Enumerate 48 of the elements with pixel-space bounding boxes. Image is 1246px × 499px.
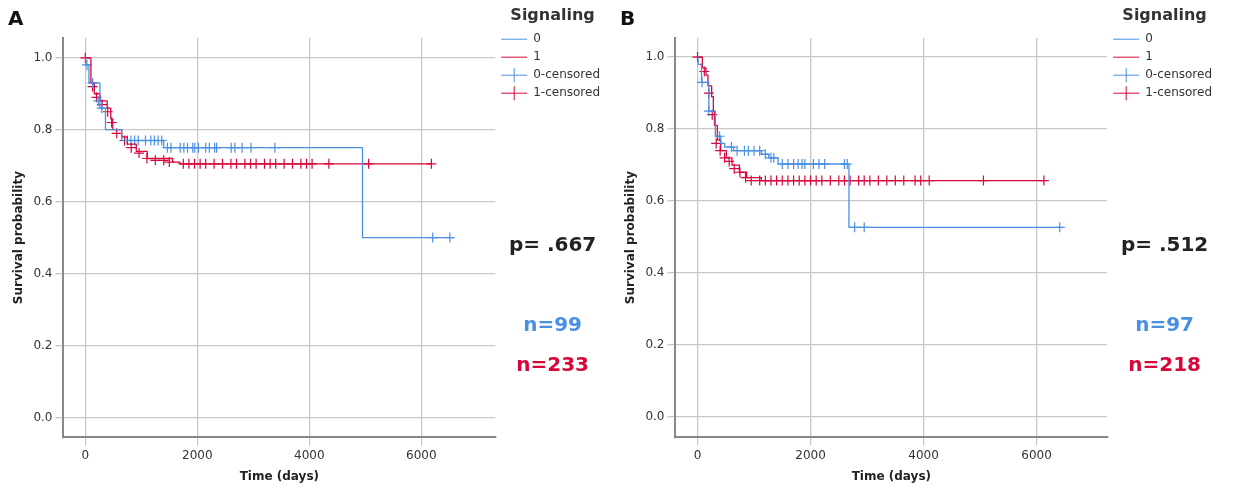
legend-title: Signaling — [1122, 5, 1207, 25]
text: n=97 — [1135, 311, 1195, 336]
x-tick-label: 4000 — [294, 447, 325, 462]
chart-title: A — [8, 6, 24, 31]
y-tick-label: 0.0 — [645, 409, 665, 424]
text: p= .667 — [508, 231, 597, 256]
x-tick-label: 6000 — [1021, 447, 1052, 462]
x-tick-label: 6000 — [406, 447, 437, 462]
legend-label: 1 — [533, 49, 541, 64]
chart-title: B — [620, 6, 636, 31]
point — [163, 156, 175, 168]
y-tick-label: 0.2 — [645, 337, 665, 352]
point — [706, 109, 718, 121]
y-axis-title: Survival probability — [11, 170, 26, 305]
y-tick-label: 0.6 — [33, 193, 53, 208]
legend-label: 0-censored — [1145, 67, 1213, 82]
x-tick-label: 4000 — [908, 447, 939, 462]
x-tick-label: 2000 — [182, 447, 213, 462]
legend-label: 0 — [533, 31, 541, 46]
y-tick-label: 0.4 — [33, 265, 53, 280]
x-axis-title: Time (days) — [851, 468, 932, 483]
x-tick-label: 0 — [693, 447, 702, 462]
y-tick-label: 0.8 — [33, 121, 53, 136]
text: p= .512 — [1120, 231, 1209, 256]
point — [158, 154, 170, 166]
legend-label: 1-censored — [1145, 85, 1213, 100]
text: n=218 — [1128, 351, 1201, 376]
y-tick-label: 0.6 — [645, 193, 665, 208]
text: n=233 — [516, 351, 589, 376]
y-tick-label: 0.4 — [645, 265, 665, 280]
x-tick-label: 2000 — [795, 447, 826, 462]
y-tick-label: 0.0 — [33, 409, 53, 424]
legend-label: 1-censored — [533, 85, 601, 100]
y-tick-label: 1.0 — [645, 49, 665, 64]
legend-title: Signaling — [510, 5, 595, 25]
y-tick-label: 0.8 — [645, 121, 665, 136]
y-tick-label: 0.2 — [33, 337, 53, 352]
x-axis-title: Time (days) — [239, 468, 320, 483]
text: n=99 — [523, 311, 583, 336]
legend-label: 1 — [1145, 49, 1153, 64]
y-axis-title: Survival probability — [623, 170, 638, 305]
y-tick-label: 1.0 — [33, 49, 53, 64]
point — [149, 154, 161, 166]
point — [698, 65, 710, 78]
point — [81, 59, 93, 71]
legend-label: 0 — [1145, 31, 1153, 46]
x-tick-label: 0 — [81, 447, 90, 462]
legend-label: 0-censored — [533, 67, 601, 82]
